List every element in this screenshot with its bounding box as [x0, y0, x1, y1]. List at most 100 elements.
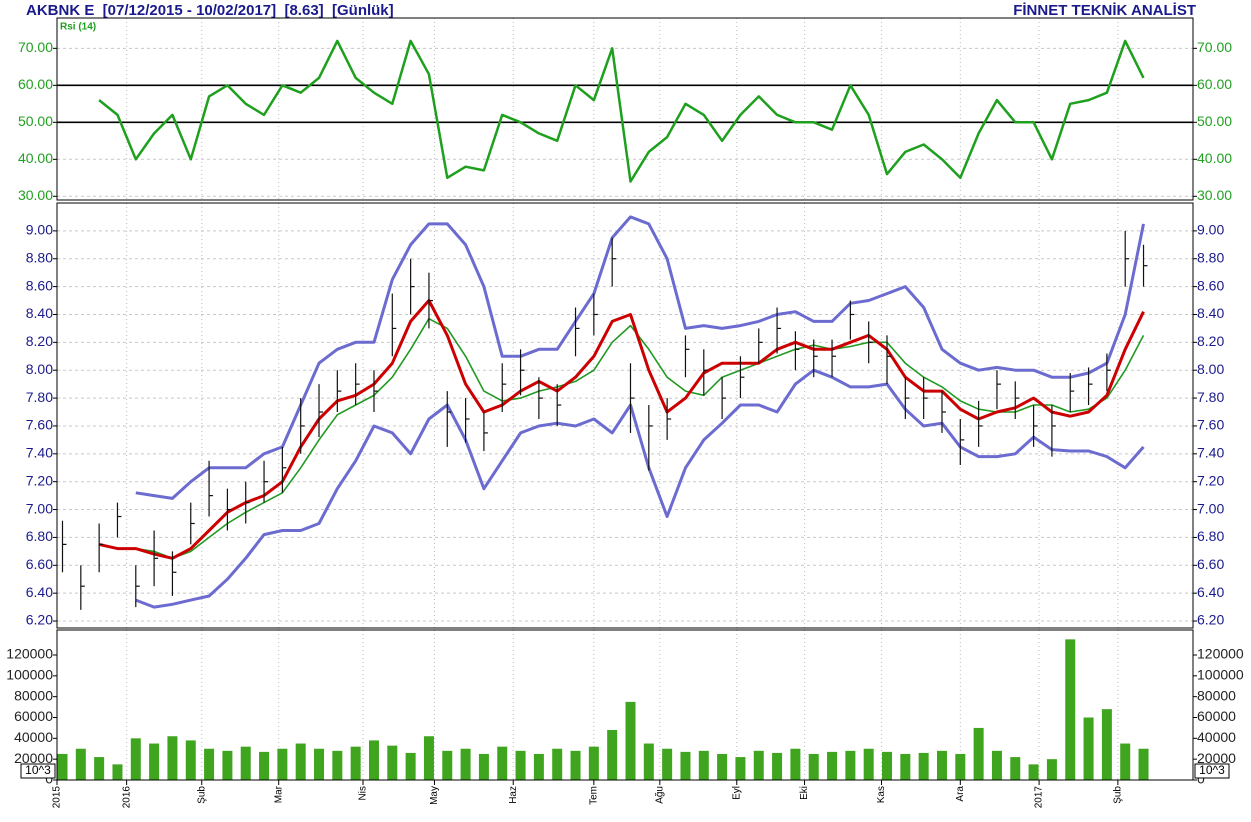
volume-bar: [295, 743, 306, 780]
y-tick-label: 8.20: [26, 333, 53, 349]
volume-bar: [277, 748, 288, 780]
y-tick-label: 40.00: [18, 150, 53, 166]
volume-bar: [552, 748, 563, 780]
volume-bar: [1046, 759, 1057, 780]
y-tick-label: 8.80: [26, 249, 53, 265]
y-tick-label: 30.00: [1197, 187, 1232, 203]
y-tick-label: 8.40: [1197, 305, 1224, 321]
volume-bar: [588, 746, 599, 780]
y-tick-label: 8.20: [1197, 333, 1224, 349]
indicator-line: [98, 299, 1145, 560]
volume-bar: [863, 748, 874, 780]
volume-bar: [625, 701, 636, 780]
y-tick-label: 7.80: [26, 389, 53, 405]
volume-bar: [368, 740, 379, 780]
y-tick-label: 20000: [14, 750, 53, 766]
y-tick-label: 9.00: [26, 222, 53, 238]
volume-bar: [735, 757, 746, 780]
x-tick-label: 2015: [52, 786, 63, 809]
y-tick-label: 8.00: [26, 361, 53, 377]
volume-bar: [442, 750, 453, 780]
volume-bar: [240, 746, 251, 780]
x-tick-label: 2017: [1034, 786, 1045, 809]
volume-bar: [332, 750, 343, 780]
volume-bar: [808, 753, 819, 780]
chart-title: AKBNK E [07/12/2015 - 10/02/2017] [8.63]…: [26, 2, 394, 19]
volume-bar: [350, 746, 361, 780]
y-tick-label: 80000: [1197, 687, 1236, 703]
volume-bar: [204, 748, 215, 780]
volume-bar: [1083, 717, 1094, 780]
y-tick-label: 9.00: [1197, 222, 1224, 238]
x-tick-label: Şub: [196, 786, 207, 804]
volume-bar: [259, 751, 270, 780]
legend-label: Rsi (14): [60, 22, 96, 33]
y-tick-label: 50.00: [18, 113, 53, 129]
x-tick-label: Tem: [588, 786, 599, 805]
y-tick-label: 0: [1197, 771, 1205, 787]
volume-bar: [790, 748, 801, 780]
y-tick-label: 7.80: [1197, 389, 1224, 405]
volume-bar: [94, 757, 105, 780]
unit-label: 10^3: [25, 763, 51, 777]
y-tick-label: 100000: [1197, 667, 1244, 683]
volume-bar: [643, 743, 654, 780]
volume-bar: [772, 752, 783, 780]
volume-bar: [167, 736, 178, 780]
x-tick-label: Eki: [799, 786, 810, 800]
volume-bar: [314, 748, 325, 780]
x-tick-label: Nis: [358, 786, 369, 800]
indicator-line: [135, 215, 1145, 500]
y-tick-label: 40000: [14, 729, 53, 745]
y-tick-label: 7.40: [1197, 445, 1224, 461]
volume-bar: [222, 750, 233, 780]
y-tick-label: 6.20: [1197, 612, 1224, 628]
y-tick-label: 7.20: [26, 472, 53, 488]
volume-bar: [698, 750, 709, 780]
panel-frame: [56, 17, 1194, 201]
y-tick-label: 7.00: [26, 500, 53, 516]
y-tick-label: 8.80: [1197, 249, 1224, 265]
unit-box: [1194, 763, 1230, 779]
volume-bar: [900, 753, 911, 780]
volume-bar: [515, 750, 526, 780]
volume-bar: [185, 740, 196, 780]
x-tick-label: May: [429, 786, 440, 805]
y-tick-label: 30.00: [18, 187, 53, 203]
volume-bar: [882, 751, 893, 780]
volume-bar: [112, 764, 123, 780]
volume-bar: [1028, 764, 1039, 780]
y-tick-label: 8.40: [26, 305, 53, 321]
volume-bar: [405, 752, 416, 780]
y-tick-label: 20000: [1197, 750, 1236, 766]
x-tick-label: 2016: [121, 786, 132, 809]
volume-bar: [662, 748, 673, 780]
indicator-line: [135, 317, 1145, 560]
volume-bar: [1138, 748, 1149, 780]
rsi-line: [98, 39, 1145, 183]
volume-bar: [936, 750, 947, 780]
x-tick-label: Ara: [955, 786, 966, 802]
volume-bar: [57, 753, 68, 780]
y-tick-label: 0: [45, 771, 53, 787]
y-tick-label: 70.00: [1197, 39, 1232, 55]
volume-bar: [75, 748, 86, 780]
x-tick-label: Ağu: [654, 786, 665, 804]
volume-bar: [827, 751, 838, 780]
y-tick-label: 60.00: [18, 76, 53, 92]
volume-bar: [149, 743, 160, 780]
y-tick-label: 7.20: [1197, 472, 1224, 488]
volume-bar: [478, 753, 489, 780]
y-tick-label: 120000: [6, 646, 53, 662]
y-tick-label: 60000: [1197, 708, 1236, 724]
y-tick-label: 6.80: [26, 528, 53, 544]
y-tick-label: 60.00: [1197, 76, 1232, 92]
y-tick-label: 60000: [14, 708, 53, 724]
volume-bar: [753, 750, 764, 780]
y-tick-label: 6.60: [26, 556, 53, 572]
x-tick-label: Mar: [273, 785, 284, 803]
volume-bar: [387, 745, 398, 780]
volume-bar: [1101, 709, 1112, 780]
volume-bar: [130, 738, 141, 780]
